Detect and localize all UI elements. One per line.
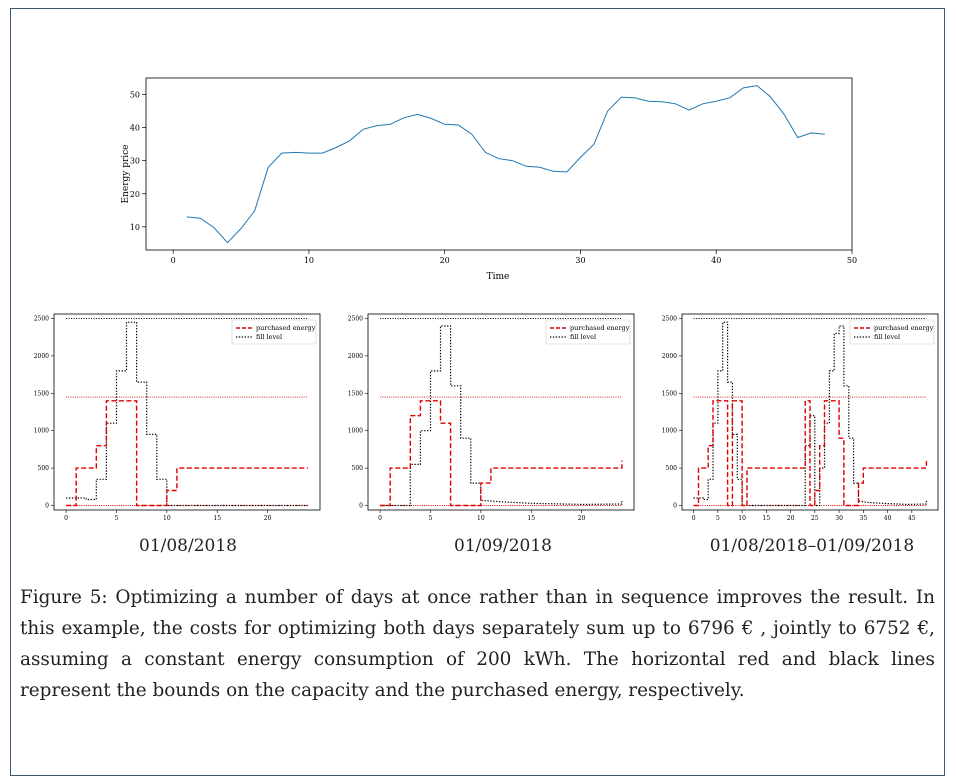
x-tick-label: 15 [527, 515, 535, 520]
plot-frame [367, 313, 635, 511]
x-tick-label: 20 [787, 515, 795, 520]
y-tick-label: 0 [673, 503, 677, 510]
x-tick-label: 20 [578, 515, 586, 520]
x-tick-label: 25 [811, 515, 819, 520]
fill-level-series [380, 325, 623, 507]
price-chart: 0 10 20 30 40 50 10 20 30 40 50 Energy price Time [121, 77, 857, 282]
x-tick-label: 20 [440, 256, 450, 265]
y-axis-label: Energy price [121, 144, 131, 203]
purchase-chart-day2: 0 5 10 15 20 0 500 1000 1500 2000 2500 purchased en… [348, 313, 635, 520]
y-tick-label: 2000 [34, 353, 49, 360]
x-tick-label: 20 [264, 515, 272, 520]
purchased-energy-series [66, 400, 308, 507]
y-tick-label: 500 [38, 465, 50, 472]
x-tick-label: 5 [115, 515, 119, 520]
x-tick-label: 30 [575, 256, 585, 265]
x-tick-label: 40 [884, 515, 892, 520]
y-tick-label: 500 [352, 465, 364, 472]
y-tick-label: 10 [130, 223, 140, 232]
y-tick-label: 40 [130, 124, 140, 133]
x-tick-label: 5 [429, 515, 433, 520]
x-tick-label: 10 [477, 515, 485, 520]
y-tick-label: 1000 [662, 428, 677, 435]
y-tick-label: 0 [45, 503, 49, 510]
x-tick-label: 30 [835, 515, 843, 520]
legend-box [545, 319, 631, 345]
y-tick-label: 0 [359, 503, 363, 510]
purchased-energy-series [380, 400, 623, 507]
legend-fill-label: fill level [874, 333, 900, 341]
figure-frame [10, 8, 945, 776]
x-tick-label: 10 [304, 256, 314, 265]
y-tick-label: 2500 [34, 315, 49, 322]
fill-level-series [66, 321, 308, 507]
x-tick-label: 15 [763, 515, 771, 520]
x-tick-label: 40 [711, 256, 721, 265]
figure-caption: Figure 5: Optimizing a number of days at… [20, 587, 935, 701]
y-tick-label: 2000 [348, 353, 363, 360]
x-tick-label: 35 [860, 515, 868, 520]
legend-box [231, 319, 317, 345]
legend-box [849, 319, 935, 345]
x-tick-label: 50 [847, 256, 857, 265]
y-tick-label: 1500 [348, 390, 363, 397]
y-tick-label: 2000 [662, 353, 677, 360]
x-tick-label: 45 [908, 515, 916, 520]
y-tick-label: 50 [130, 91, 140, 100]
subfigure-caption-day1: 01/08/2018 [139, 536, 237, 556]
fill-level-series [693, 321, 927, 507]
x-axis-label: Time [487, 272, 510, 282]
price-series-line [186, 85, 825, 244]
x-tick-label: 10 [163, 515, 171, 520]
purchase-chart-day1: 0 5 10 15 20 0 500 1000 1500 2000 2500 purchased en… [34, 313, 321, 520]
legend-fill-label: fill level [570, 333, 596, 341]
y-tick-label: 2500 [348, 315, 363, 322]
x-tick-label: 0 [171, 256, 176, 265]
subfigure-caption-combined: 01/08/2018–01/09/2018 [709, 536, 915, 556]
y-tick-label: 30 [130, 157, 140, 166]
x-tick-label: 0 [692, 515, 696, 520]
x-tick-label: 15 [213, 515, 221, 520]
legend-purchased-label: purchased energy [256, 324, 316, 332]
subfigure-caption-day2: 01/09/2018 [454, 536, 552, 556]
purchased-energy-series [693, 400, 928, 507]
plot-frame [53, 313, 321, 511]
legend-purchased-label: purchased energy [874, 324, 934, 332]
y-tick-label: 1000 [34, 428, 49, 435]
legend-purchased-label: purchased energy [570, 324, 630, 332]
y-tick-label: 20 [130, 190, 140, 199]
x-tick-label: 0 [64, 515, 68, 520]
y-tick-label: 1000 [348, 428, 363, 435]
y-tick-label: 2500 [662, 315, 677, 322]
x-tick-label: 5 [716, 515, 720, 520]
x-tick-label: 0 [378, 515, 382, 520]
legend-fill-label: fill level [256, 333, 282, 341]
plot-frame [681, 313, 939, 511]
y-tick-label: 1500 [34, 390, 49, 397]
x-tick-label: 10 [738, 515, 746, 520]
plot-frame [145, 77, 853, 251]
y-tick-label: 500 [666, 465, 678, 472]
purchase-chart-combined: 0 5 10 15 20 25 30 35 40 45 0 500 1000 1500 2000 2500 pu… [662, 313, 939, 520]
y-tick-label: 1500 [662, 390, 677, 397]
